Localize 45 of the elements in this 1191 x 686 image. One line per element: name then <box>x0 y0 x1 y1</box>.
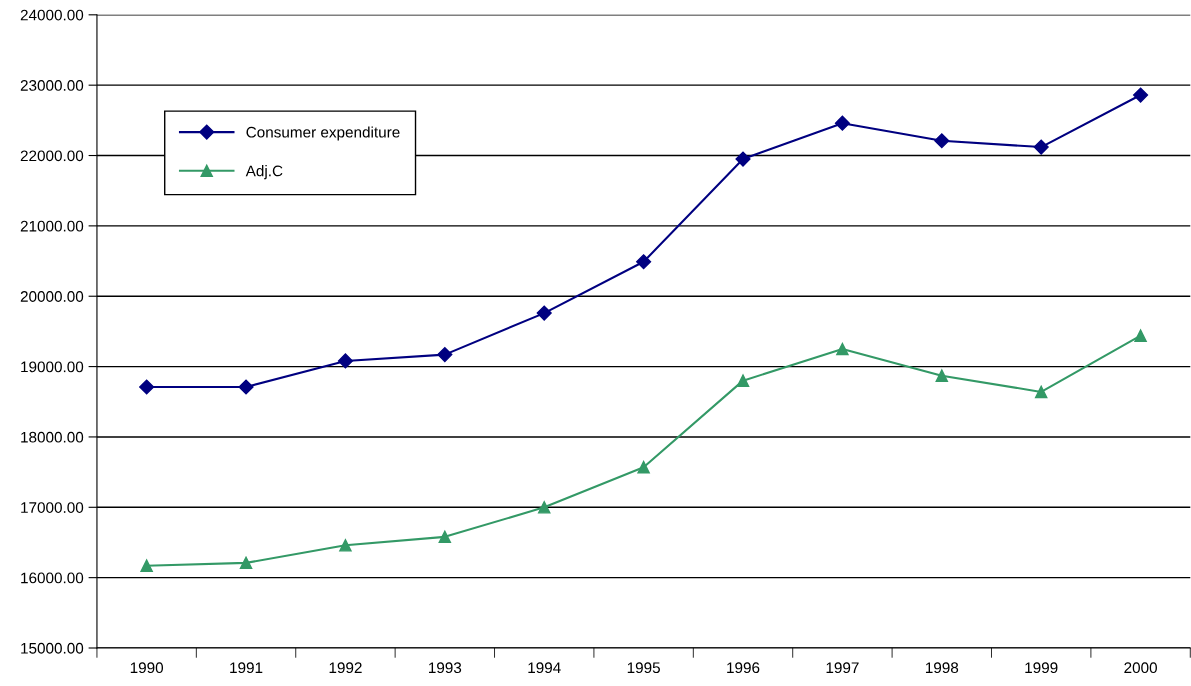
point <box>1134 329 1147 342</box>
point <box>934 133 950 149</box>
y-tick-label: 15000.00 <box>21 642 84 654</box>
point <box>437 347 453 363</box>
point <box>834 115 850 131</box>
x-tick-label: 1995 <box>627 662 660 674</box>
point <box>339 539 352 552</box>
point <box>438 530 452 544</box>
x-tick-label: 2000 <box>1124 662 1157 674</box>
point <box>537 501 551 514</box>
x-tick-label: 1999 <box>1025 662 1058 674</box>
point <box>140 559 153 572</box>
point <box>1034 385 1048 399</box>
x-tick-label: 1991 <box>230 662 263 674</box>
point <box>935 369 949 382</box>
point <box>736 374 750 387</box>
point <box>238 379 254 395</box>
point <box>836 342 849 356</box>
y-tick-label: 18000.00 <box>21 431 84 443</box>
y-tick-label: 20000.00 <box>20 291 84 302</box>
x-tick-label: 1993 <box>429 662 462 674</box>
legend-label: Consumer expenditure <box>246 126 400 141</box>
x-tick-label: 1990 <box>130 662 164 674</box>
point <box>1033 139 1049 155</box>
legend-label: Adj.C <box>245 165 283 180</box>
y-tick-label: 24000.00 <box>20 9 84 21</box>
y-tick-label: 16000.00 <box>21 572 84 584</box>
point <box>536 305 552 321</box>
point <box>239 556 253 570</box>
y-tick-label: 17000.00 <box>21 502 84 513</box>
x-tick-label: 1992 <box>329 662 362 674</box>
point <box>636 254 652 270</box>
y-tick-label: 23000.00 <box>20 80 84 91</box>
point <box>1133 87 1149 103</box>
x-tick-label: 1998 <box>925 662 959 674</box>
y-tick-label: 19000.00 <box>21 361 84 373</box>
x-tick-label: 1994 <box>528 662 561 674</box>
x-tick-label: 1997 <box>826 662 859 674</box>
y-tick-label: 22000.00 <box>20 150 84 162</box>
y-tick-label: 21000.00 <box>20 220 84 232</box>
point <box>637 460 650 474</box>
point <box>139 379 155 395</box>
point <box>337 353 354 369</box>
point <box>735 151 751 167</box>
x-tick-label: 1996 <box>727 662 760 674</box>
